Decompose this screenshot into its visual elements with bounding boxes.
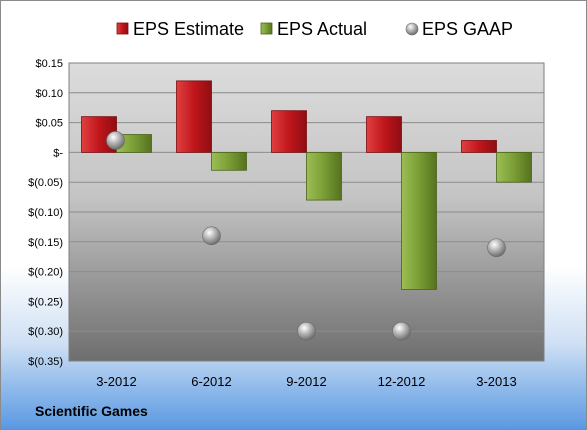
legend-label: EPS Estimate bbox=[133, 19, 244, 39]
x-tick-label: 6-2012 bbox=[191, 374, 231, 389]
point-eps-gaap bbox=[487, 238, 506, 258]
y-tick-label: $(0.30) bbox=[28, 326, 63, 338]
point-eps-gaap bbox=[202, 226, 221, 246]
legend-label: EPS Actual bbox=[277, 19, 367, 39]
x-tick-label: 3-2012 bbox=[96, 374, 136, 389]
point-eps-gaap bbox=[106, 131, 125, 150]
bar-eps-estimate bbox=[366, 116, 402, 153]
y-tick-label: $(0.25) bbox=[28, 296, 63, 308]
x-tick-label: 12-2012 bbox=[378, 374, 426, 389]
x-tick-label: 3-2013 bbox=[476, 374, 516, 389]
y-tick-label: $0.05 bbox=[35, 118, 63, 130]
x-tick-label: 9-2012 bbox=[286, 374, 326, 389]
y-tick-label: $(0.20) bbox=[28, 267, 63, 279]
company-label: Scientific Games bbox=[35, 403, 148, 419]
bar-eps-actual bbox=[211, 151, 247, 171]
y-axis: $0.15 $0.10 $0.05 $- $(0.05) $(0.10) $(0.15) $(… bbox=[28, 58, 63, 368]
y-tick-label: $0.10 bbox=[35, 88, 63, 100]
x-axis: 3-2012 6-2012 9-2012 12-2012 3-2013 bbox=[96, 374, 516, 389]
bar-eps-actual bbox=[401, 151, 437, 290]
y-tick-label: $0.15 bbox=[35, 58, 63, 70]
bar-eps-estimate bbox=[271, 110, 307, 153]
y-tick-label: $(0.05) bbox=[28, 177, 63, 189]
bar-eps-estimate bbox=[461, 140, 497, 153]
bars bbox=[81, 80, 532, 290]
legend-swatch-eps-estimate bbox=[116, 22, 129, 35]
y-tick-label: $(0.35) bbox=[28, 356, 63, 368]
bar-eps-actual bbox=[496, 151, 532, 183]
legend-label: EPS GAAP bbox=[422, 19, 513, 39]
gaap-points bbox=[106, 131, 506, 341]
legend: EPS Estimate EPS Actual EPS GAAP bbox=[116, 19, 513, 39]
bar-eps-actual bbox=[306, 151, 342, 201]
point-eps-gaap bbox=[392, 321, 411, 341]
y-tick-label: $- bbox=[53, 147, 63, 159]
legend-swatch-eps-gaap bbox=[405, 22, 419, 36]
bar-eps-estimate bbox=[176, 80, 212, 153]
y-tick-label: $(0.15) bbox=[28, 237, 63, 249]
y-tick-label: $(0.10) bbox=[28, 207, 63, 219]
legend-swatch-eps-actual bbox=[260, 22, 273, 35]
point-eps-gaap bbox=[297, 321, 316, 341]
